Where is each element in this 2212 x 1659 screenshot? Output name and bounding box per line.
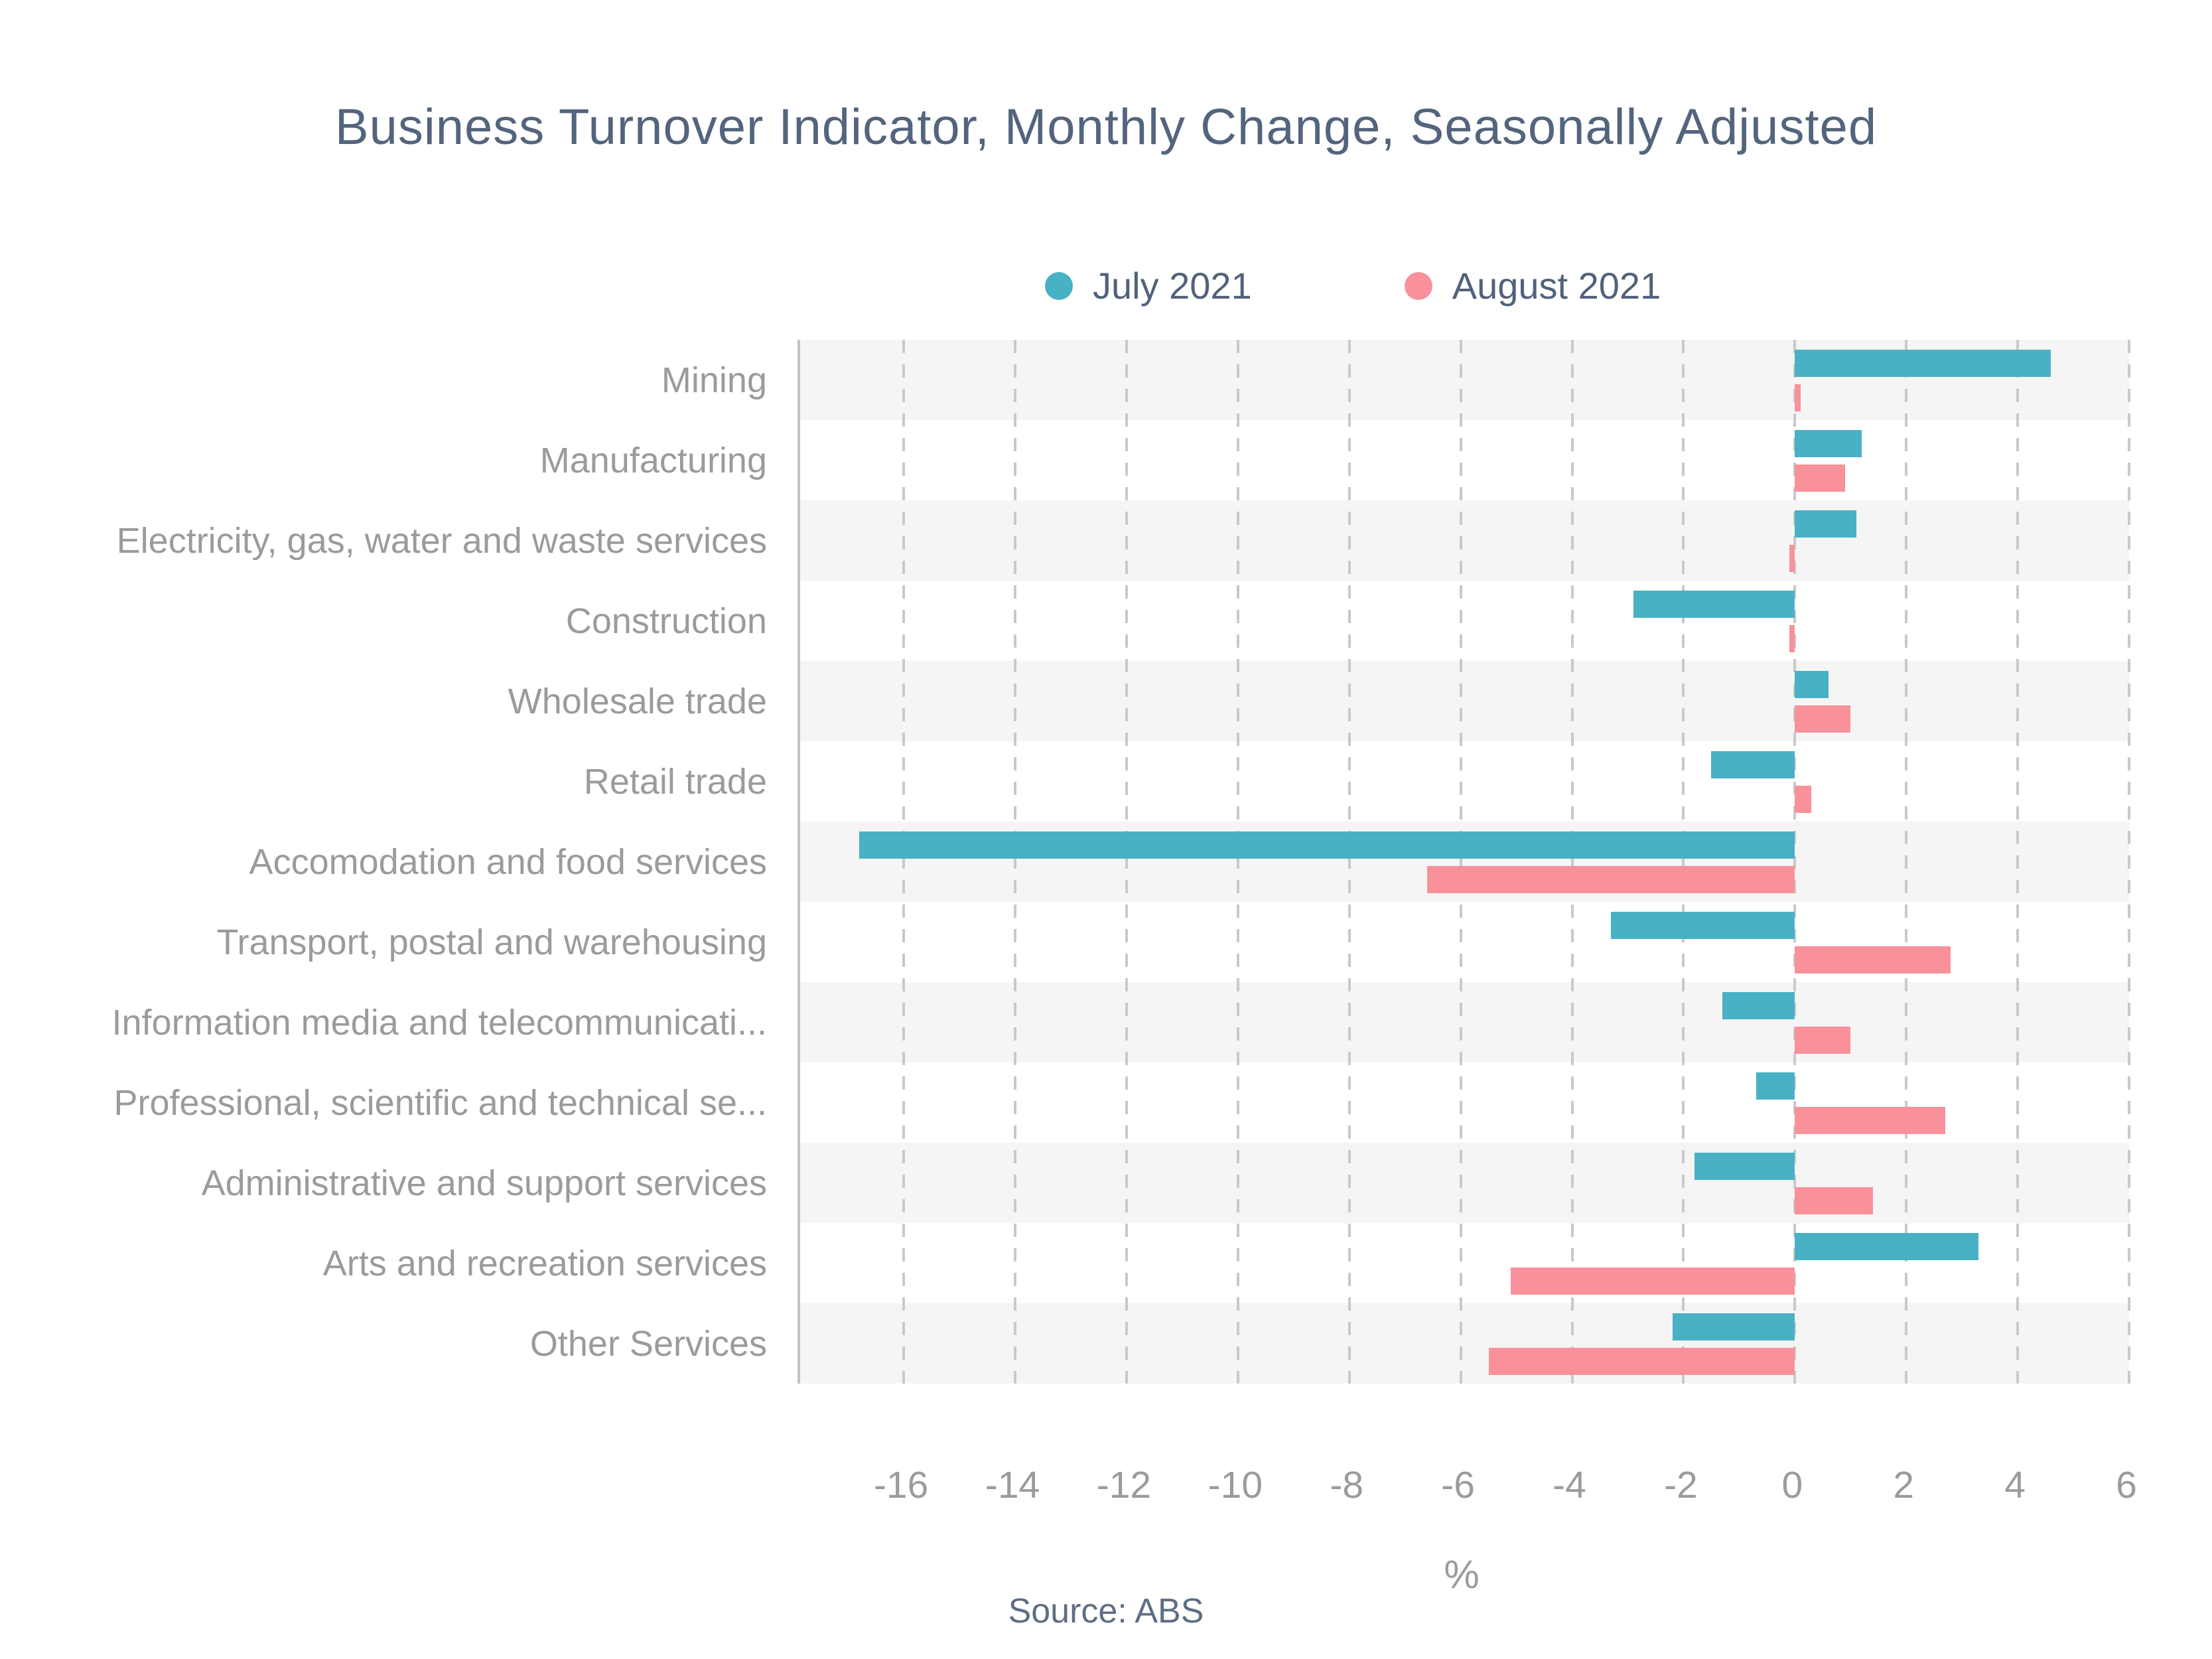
bar-august-2021-information-media-and-telecommunicati[interactable] [1795,1027,1851,1054]
x-tick-label--14: -14 [985,1464,1040,1506]
bar-july-2021-administrative-and-support-services[interactable] [1694,1153,1795,1180]
gridline--6 [1459,340,1462,1384]
y-axis-label-electricity-gas-water-and-waste-services: Electricity, gas, water and waste servic… [116,520,767,561]
bar-july-2021-retail-trade[interactable] [1711,751,1795,778]
x-tick-label-0: 0 [1781,1464,1803,1506]
legend-label-august-2021: August 2021 [1452,265,1661,307]
page-title: Business Turnover Indicator, Monthly Cha… [334,99,1878,155]
gridline--16 [902,340,906,1384]
row-band-wholesale-trade [800,661,2129,741]
legend: July 2021 August 2021 [1045,264,1661,307]
y-axis-label-information-media-and-telecommunicati: Information media and telecommunicati... [111,1002,767,1043]
x-tick-label--16: -16 [873,1464,929,1506]
row-band-other-services [800,1303,2129,1384]
x-axis-title: % [1444,1552,1480,1597]
x-tick-label--6: -6 [1441,1464,1475,1506]
row-band-information-media-and-telecommunicati [800,982,2129,1062]
bar-july-2021-manufacturing[interactable] [1795,430,1862,457]
bar-july-2021-transport-postal-and-warehousing[interactable] [1611,912,1795,939]
gridline-2 [1905,340,1908,1384]
plot-area [797,340,2130,1384]
gridline--10 [1236,340,1239,1384]
bar-august-2021-accomodation-and-food-services[interactable] [1427,866,1795,893]
y-axis-label-transport-postal-and-warehousing: Transport, postal and warehousing [216,922,768,962]
source-note: Source: ABS [1008,1592,1204,1630]
y-axis-label-construction: Construction [565,601,767,641]
bar-august-2021-mining[interactable] [1795,384,1801,411]
bar-august-2021-electricity-gas-water-and-waste-services[interactable] [1789,545,1795,572]
y-axis-label-manufacturing: Manufacturing [539,440,767,480]
gridline-6 [2128,340,2130,1384]
bar-july-2021-other-services[interactable] [1672,1313,1795,1340]
y-axis-label-accomodation-and-food-services: Accomodation and food services [249,841,767,882]
y-axis-label-mining: Mining [661,360,767,400]
bar-august-2021-arts-and-recreation-services[interactable] [1511,1267,1795,1295]
y-axis-label-wholesale-trade: Wholesale trade [508,681,767,721]
bar-july-2021-professional-scientific-and-technical-se[interactable] [1756,1072,1795,1100]
x-axis: -16 -14 -12 -10 -8 -6 -4 -2 0 2 4 6 [797,1463,2137,1510]
y-axis-label-arts-and-recreation-services: Arts and recreation services [322,1243,767,1283]
legend-item-august-2021[interactable]: August 2021 [1404,264,1661,307]
bar-august-2021-wholesale-trade[interactable] [1795,705,1851,733]
legend-label-july-2021: July 2021 [1093,265,1252,307]
gridline--12 [1125,340,1128,1384]
legend-item-july-2021[interactable]: July 2021 [1045,264,1252,307]
bar-august-2021-manufacturing[interactable] [1795,465,1845,492]
row-band-electricity-gas-water-and-waste-services [800,500,2129,581]
row-band-manufacturing [800,420,2129,500]
y-axis-label-other-services: Other Services [529,1323,767,1364]
x-tick-label-2: 2 [1893,1464,1915,1506]
bar-august-2021-professional-scientific-and-technical-se[interactable] [1795,1107,1945,1134]
x-tick-label--8: -8 [1330,1464,1364,1506]
bar-july-2021-electricity-gas-water-and-waste-services[interactable] [1795,510,1856,538]
y-axis-label-retail-trade: Retail trade [583,761,767,802]
gridline--14 [1014,340,1017,1384]
x-tick-label--2: -2 [1664,1464,1698,1506]
gridline--4 [1570,340,1574,1384]
gridline-0 [1793,340,1797,1384]
gridline--2 [1682,340,1685,1384]
bar-august-2021-retail-trade[interactable] [1795,786,1812,813]
x-tick-label--12: -12 [1096,1464,1152,1506]
gridline-4 [2016,340,2020,1384]
bar-july-2021-wholesale-trade[interactable] [1795,671,1829,698]
y-axis-label-administrative-and-support-services: Administrative and support services [201,1163,767,1203]
bar-august-2021-other-services[interactable] [1488,1348,1795,1375]
bar-july-2021-construction[interactable] [1633,591,1795,618]
row-band-administrative-and-support-services [800,1143,2129,1223]
x-tick-label--4: -4 [1553,1464,1586,1506]
bar-august-2021-administrative-and-support-services[interactable] [1795,1187,1873,1214]
bar-august-2021-transport-postal-and-warehousing[interactable] [1795,946,1951,974]
bar-july-2021-mining[interactable] [1795,350,2051,377]
x-tick-label-6: 6 [2116,1464,2137,1506]
row-band-construction [800,581,2129,661]
legend-dot-august-2021-icon [1404,271,1432,300]
x-tick-label--10: -10 [1208,1464,1263,1506]
bar-august-2021-construction[interactable] [1789,625,1795,652]
bar-july-2021-information-media-and-telecommunicati[interactable] [1722,992,1795,1019]
row-band-retail-trade [800,741,2129,822]
x-tick-label-4: 4 [2004,1464,2026,1506]
legend-dot-july-2021-icon [1045,271,1073,300]
bar-july-2021-accomodation-and-food-services[interactable] [859,831,1795,859]
y-axis-label-professional-scientific-and-technical-se: Professional, scientific and technical s… [113,1082,768,1123]
bar-july-2021-arts-and-recreation-services[interactable] [1795,1233,1979,1260]
gridline--8 [1348,340,1351,1384]
